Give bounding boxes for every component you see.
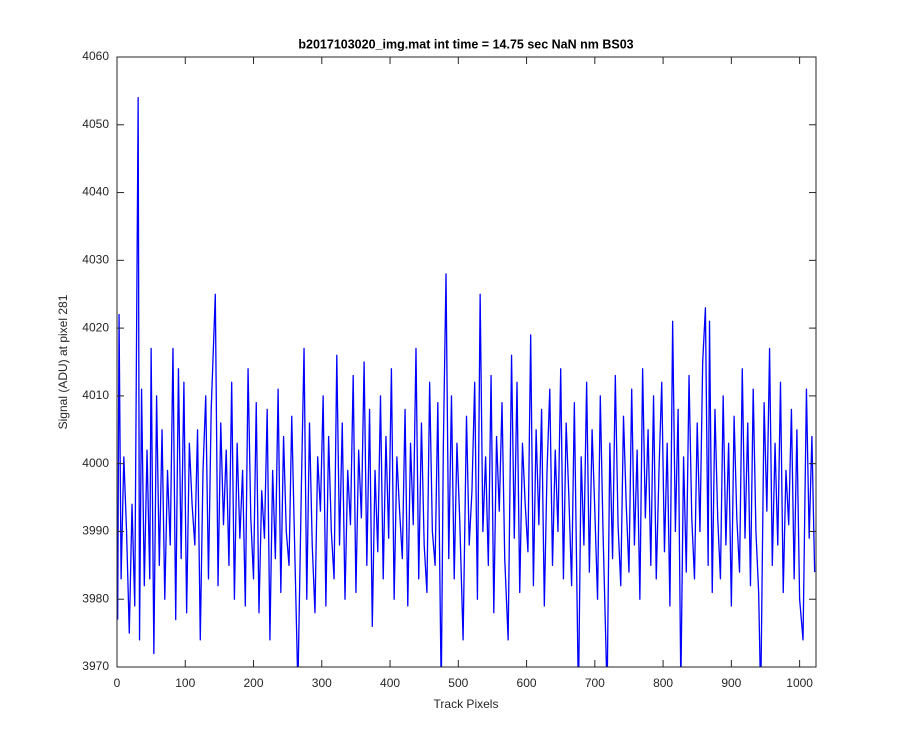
x-tick-label: 1000 bbox=[786, 676, 813, 690]
plot-area bbox=[117, 97, 816, 667]
x-tick-label: 500 bbox=[448, 676, 468, 690]
axes-box bbox=[116, 56, 817, 668]
chart-title: b2017103020_img.mat int time = 14.75 sec… bbox=[298, 37, 633, 51]
y-tick-label: 4050 bbox=[82, 117, 109, 131]
y-tick-label: 3980 bbox=[82, 591, 109, 605]
y-tick-label: 4020 bbox=[82, 320, 109, 334]
x-tick-label: 0 bbox=[114, 676, 121, 690]
x-tick-label: 800 bbox=[653, 676, 673, 690]
data-line bbox=[117, 97, 816, 667]
x-tick-label: 300 bbox=[312, 676, 332, 690]
x-tick-label: 200 bbox=[244, 676, 264, 690]
x-tick-label: 900 bbox=[721, 676, 741, 690]
y-tick-label: 4030 bbox=[82, 253, 109, 267]
y-tick-label: 4000 bbox=[82, 456, 109, 470]
y-tick-label: 4060 bbox=[82, 49, 109, 63]
x-tick-label: 400 bbox=[380, 676, 400, 690]
x-axis-label: Track Pixels bbox=[434, 697, 499, 711]
y-tick-label: 3990 bbox=[82, 524, 109, 538]
x-tick-label: 600 bbox=[517, 676, 537, 690]
y-tick-label: 4010 bbox=[82, 388, 109, 402]
y-tick-label: 4040 bbox=[82, 185, 109, 199]
x-tick-label: 700 bbox=[585, 676, 605, 690]
x-tick-label: 100 bbox=[175, 676, 195, 690]
y-axis-label: Signal (ADU) at pixel 281 bbox=[56, 294, 70, 429]
y-tick-label: 3970 bbox=[82, 659, 109, 673]
